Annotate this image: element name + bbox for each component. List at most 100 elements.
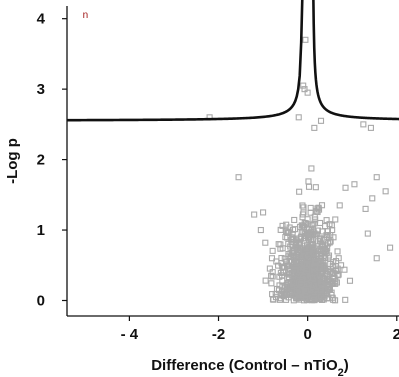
data-point	[300, 82, 307, 89]
data-point	[303, 245, 310, 252]
data-point	[307, 204, 314, 211]
data-point	[335, 255, 342, 262]
data-point	[299, 211, 306, 218]
data-point	[291, 216, 298, 224]
data-point	[329, 226, 336, 234]
y-axis-ticks: 0 1 2 3 4	[37, 11, 67, 310]
data-point	[292, 288, 299, 295]
data-point	[373, 255, 380, 262]
data-point	[269, 247, 276, 254]
x-axis-title: Difference (Control – nTiO2)	[151, 357, 349, 377]
data-point	[283, 228, 290, 235]
data-point	[325, 254, 332, 261]
data-point	[346, 277, 354, 284]
data-point	[327, 238, 334, 245]
data-point	[317, 219, 324, 227]
data-point	[298, 277, 305, 284]
data-point	[275, 241, 282, 248]
data-point	[317, 245, 324, 252]
data-point	[300, 223, 307, 231]
plot-frame	[67, 6, 399, 316]
data-point	[351, 181, 358, 188]
data-point	[328, 289, 335, 296]
outlier-points	[206, 36, 394, 284]
data-point	[279, 292, 286, 299]
data-point	[285, 294, 292, 301]
data-point	[336, 202, 343, 209]
data-point	[303, 266, 310, 273]
data-point	[334, 248, 341, 255]
data-point	[314, 208, 321, 216]
data-point	[311, 124, 318, 131]
data-point	[303, 281, 310, 288]
left-cutoff-curve	[66, 0, 304, 122]
x-tick-label: - 4	[121, 326, 139, 343]
data-point	[288, 288, 296, 295]
data-point	[251, 211, 258, 218]
data-point	[326, 221, 333, 228]
data-point	[313, 260, 320, 267]
data-point	[296, 223, 304, 230]
point-cloud	[262, 165, 349, 304]
x-tick-label: 0	[303, 326, 311, 343]
data-point	[326, 239, 333, 246]
data-point	[262, 277, 269, 284]
data-point	[309, 242, 316, 249]
data-point	[281, 282, 288, 289]
data-point	[292, 245, 299, 252]
data-point	[286, 271, 293, 278]
data-point	[309, 287, 316, 294]
data-point	[287, 250, 294, 257]
data-point	[317, 117, 325, 124]
data-point	[279, 245, 286, 252]
data-point	[299, 202, 306, 209]
x-axis-ticks: - 4 -2 0 2	[121, 316, 399, 343]
data-point	[282, 234, 289, 241]
data-point	[341, 266, 348, 273]
data-point	[277, 290, 284, 297]
data-point	[333, 279, 340, 286]
data-point	[278, 272, 286, 279]
data-point	[305, 178, 312, 185]
data-point	[309, 241, 316, 248]
data-point	[312, 184, 319, 191]
data-point	[279, 222, 286, 229]
data-point	[316, 265, 324, 272]
data-point	[278, 254, 285, 262]
data-point	[323, 232, 330, 239]
data-point	[304, 89, 311, 96]
data-point	[310, 249, 317, 256]
data-point	[325, 276, 332, 283]
data-point	[314, 205, 321, 212]
data-point	[338, 262, 345, 269]
data-point	[342, 296, 349, 303]
data-point	[325, 252, 333, 259]
data-point	[273, 258, 280, 265]
data-point	[311, 251, 318, 258]
data-point	[314, 227, 322, 234]
data-point	[291, 279, 298, 286]
data-point	[364, 230, 371, 237]
data-point	[325, 282, 332, 289]
data-point	[382, 188, 389, 195]
right-cutoff-curve	[312, 0, 399, 121]
data-point	[266, 265, 273, 272]
data-point	[320, 296, 327, 303]
x-tick-label: 2	[393, 326, 399, 343]
data-point	[268, 272, 275, 279]
y-tick-label: 2	[37, 152, 45, 169]
data-point	[373, 174, 380, 181]
data-point	[235, 174, 242, 181]
data-point	[295, 259, 302, 266]
data-point	[288, 258, 296, 265]
data-point	[342, 184, 349, 191]
data-point	[310, 267, 317, 274]
data-point	[303, 295, 310, 302]
data-point	[297, 280, 304, 288]
y-tick-label: 0	[37, 293, 45, 310]
data-point	[308, 165, 315, 172]
data-point	[311, 220, 318, 227]
data-point	[308, 273, 315, 280]
data-point	[362, 205, 369, 212]
